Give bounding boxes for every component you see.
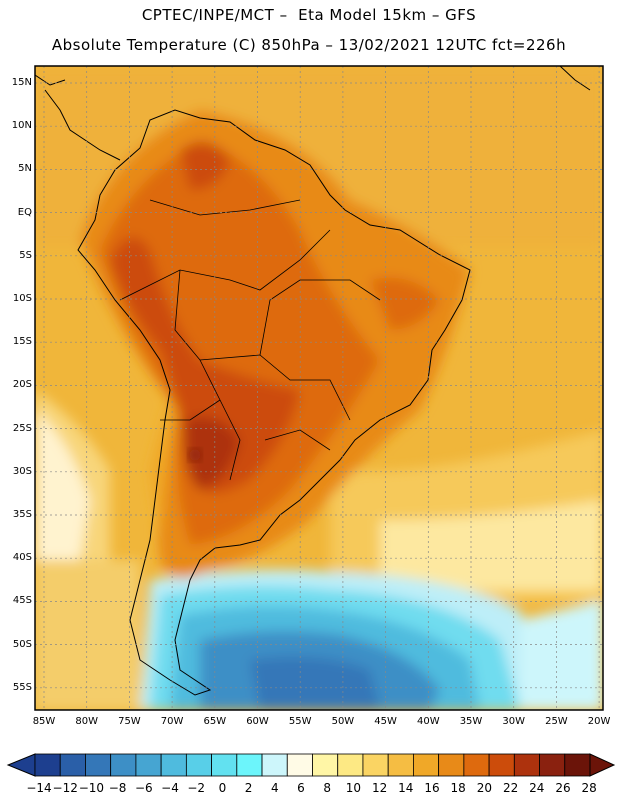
colorbar-label: 2 — [244, 781, 253, 795]
colorbar-swatch — [160, 753, 187, 777]
colorbar-label: 6 — [297, 781, 305, 795]
lon-label: 45W — [374, 716, 397, 727]
colorbar-label: 14 — [398, 781, 414, 795]
colorbar-label: 12 — [371, 781, 388, 795]
map-border — [34, 65, 604, 711]
lat-label: 25S — [12, 422, 32, 434]
colorbar-swatch — [539, 753, 566, 777]
colorbar-label: 24 — [529, 781, 545, 795]
lat-label: 10S — [12, 293, 32, 304]
colorbar-label: 0 — [218, 781, 227, 795]
lat-label: 45S — [12, 595, 32, 607]
lat-label: 15N — [11, 77, 32, 88]
lon-label: 70W — [160, 716, 184, 727]
colorbar-swatch — [362, 753, 389, 777]
lat-label: 50S — [12, 638, 32, 650]
lon-label: 75W — [118, 716, 141, 727]
coastlines — [35, 66, 591, 696]
colorbar-label: 10 — [345, 781, 362, 795]
colorbar-swatch — [413, 753, 440, 777]
lon-label: 60W — [246, 716, 269, 727]
colorbar-swatch — [438, 753, 465, 777]
graticule — [35, 66, 603, 710]
colorbar-swatch — [463, 753, 490, 777]
colorbar-label: −10 — [78, 781, 105, 795]
colorbar-swatch — [488, 753, 515, 777]
lon-label: 50W — [331, 716, 355, 727]
lat-label: 55S — [12, 681, 32, 693]
colorbar-right-arrow — [589, 753, 616, 777]
colorbar-label: 28 — [581, 781, 597, 795]
colorbar-label: 8 — [323, 781, 331, 795]
lon-label: 30W — [502, 716, 525, 727]
colorbar-label: −14 — [26, 781, 52, 795]
lat-label: 10N — [11, 120, 32, 132]
colorbar-label: −8 — [108, 781, 127, 795]
colorbar-label: 20 — [476, 781, 493, 795]
colorbar-swatch — [236, 753, 263, 777]
colorbar-label: 16 — [424, 781, 440, 795]
lat-label: 20S — [12, 379, 32, 391]
lat-label: 40S — [12, 552, 32, 564]
lon-label: 25W — [545, 716, 568, 727]
colorbar-label: 22 — [502, 781, 519, 795]
lon-label: 35W — [459, 716, 483, 727]
temperature-field — [35, 66, 603, 710]
borders — [119, 199, 381, 481]
lat-label: 5S — [19, 249, 32, 261]
colorbar-swatch — [185, 753, 212, 777]
colorbar-swatch — [85, 753, 112, 777]
colorbar-swatch — [564, 753, 591, 777]
lon-label: 65W — [203, 716, 227, 727]
lon-label: 85W — [32, 716, 56, 727]
title-line-2: Absolute Temperature (C) 850hPa – 13/02/… — [51, 36, 567, 54]
colorbar-label: 18 — [450, 781, 466, 795]
lon-label: 20W — [587, 716, 611, 727]
colorbar-swatch — [312, 753, 339, 777]
colorbar-label: −2 — [187, 781, 206, 795]
colorbar-swatch — [513, 753, 540, 777]
colorbar — [6, 753, 616, 777]
lat-label: 5N — [18, 163, 32, 175]
colorbar-swatch — [286, 753, 313, 777]
colorbar-label: −12 — [52, 781, 78, 795]
colorbar-swatch — [110, 753, 137, 777]
lat-label: 35S — [12, 509, 32, 520]
colorbar-label: −6 — [134, 781, 153, 795]
colorbar-left-arrow — [6, 753, 36, 777]
lat-label: EQ — [17, 206, 32, 218]
colorbar-swatch — [135, 753, 162, 777]
colorbar-label: 26 — [555, 781, 571, 795]
colorbar-swatch — [261, 753, 288, 777]
colorbar-label: −4 — [161, 781, 179, 795]
lon-label: 55W — [288, 716, 312, 727]
colorbar-swatch — [337, 753, 364, 777]
lat-label: 15S — [12, 336, 32, 348]
colorbar-swatch — [59, 753, 86, 777]
colorbar-swatch — [211, 753, 238, 777]
lat-label: 30S — [12, 465, 32, 477]
lon-label: 40W — [416, 716, 440, 727]
lon-label: 80W — [75, 716, 98, 727]
colorbar-swatch — [34, 753, 61, 777]
colorbar-swatch — [387, 753, 414, 777]
colorbar-label: 4 — [270, 781, 279, 795]
title-line-1: CPTEC/INPE/MCT – Eta Model 15km – GFS — [141, 6, 477, 24]
